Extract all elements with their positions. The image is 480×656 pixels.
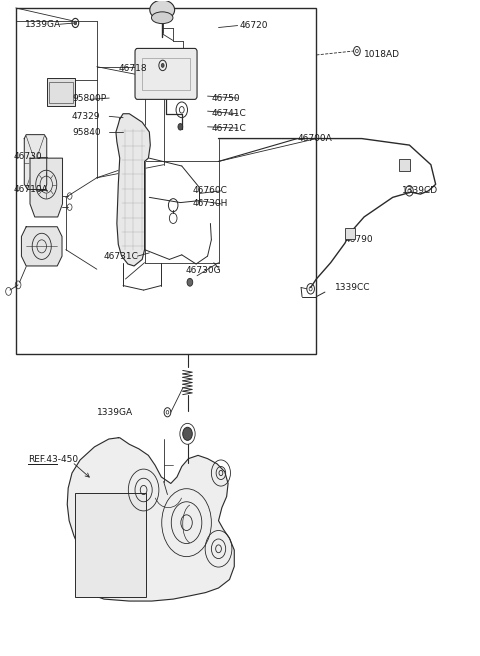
Text: 46730G: 46730G [185,266,221,275]
Text: 46731C: 46731C [104,252,139,260]
Text: 46750: 46750 [211,94,240,102]
Text: 46721C: 46721C [211,123,246,133]
Text: 46730H: 46730H [192,199,228,209]
Circle shape [161,64,164,68]
Bar [75,493,146,597]
Text: 1339GA: 1339GA [25,20,61,29]
Text: 1339CC: 1339CC [336,283,371,292]
Ellipse shape [152,12,173,24]
Bar [16,8,316,354]
Circle shape [183,427,192,440]
Ellipse shape [150,0,175,20]
Circle shape [178,123,183,130]
Circle shape [74,21,77,25]
Text: 46741C: 46741C [211,110,246,118]
Text: 47329: 47329 [72,112,100,121]
Bar [345,228,355,239]
Bar [49,82,73,102]
Text: 46718: 46718 [118,64,147,73]
Bar [142,58,190,90]
Bar [47,79,75,106]
Text: 1018AD: 1018AD [364,51,400,60]
Text: 95800P: 95800P [72,94,106,102]
Text: 46790: 46790 [345,235,373,243]
Polygon shape [24,134,47,190]
Text: REF.43-450: REF.43-450 [28,455,78,464]
Text: 95840: 95840 [72,127,101,136]
Circle shape [187,278,193,286]
Polygon shape [30,158,62,217]
Text: 46720: 46720 [240,21,268,30]
Polygon shape [116,113,150,266]
Polygon shape [67,438,234,601]
Text: 1339CD: 1339CD [402,186,438,195]
Text: 46700A: 46700A [297,134,332,143]
Text: 46710A: 46710A [14,185,48,194]
Polygon shape [22,227,62,266]
FancyBboxPatch shape [135,49,197,99]
Text: 46760C: 46760C [192,186,227,195]
Text: 1339GA: 1339GA [97,409,133,417]
Text: 46730: 46730 [14,152,42,161]
Bar [399,159,410,171]
